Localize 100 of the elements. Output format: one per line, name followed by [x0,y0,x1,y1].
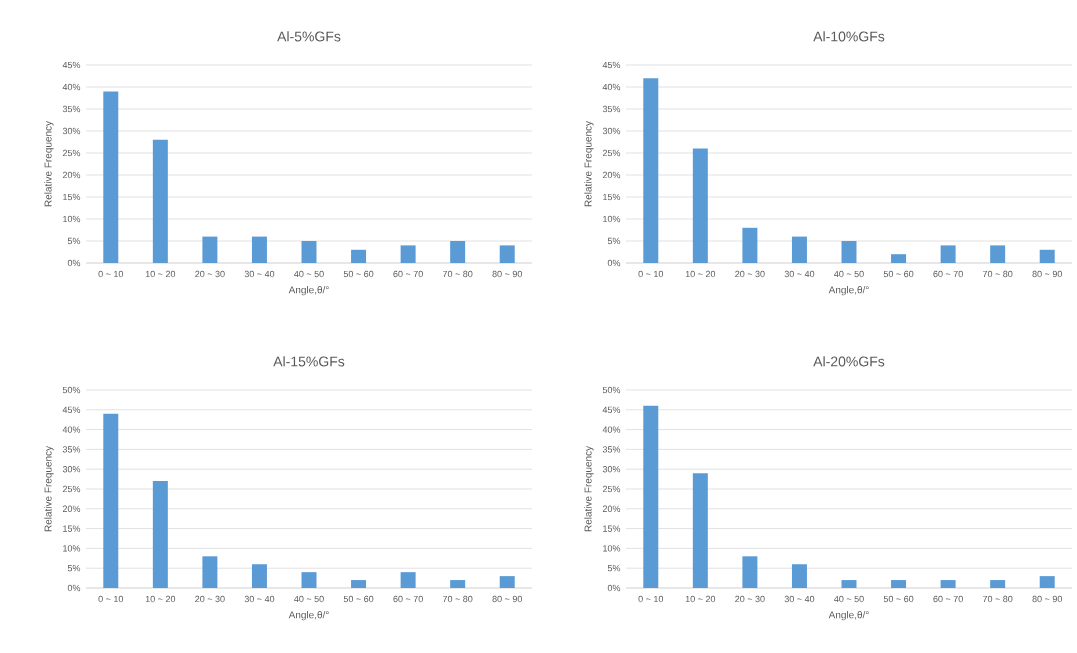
bar [351,249,367,263]
x-tick-label: 50 ~ 60 [343,270,374,278]
y-tick-label: 45% [62,406,81,413]
x-tick-label: 50 ~ 60 [883,270,914,278]
bar [301,572,317,588]
y-axis-title: Relative Frequency [44,445,54,532]
x-tick-label: 60 ~ 70 [393,270,423,278]
y-tick-label: 40% [62,83,81,91]
y-tick-label: 10% [63,545,81,552]
y-tick-label: 30% [602,466,621,473]
y-tick-label: 40% [62,426,81,433]
x-tick-label: 20 ~ 30 [735,270,765,278]
x-tick-label: 70 ~ 80 [442,270,473,278]
y-tick-label: 0% [67,584,81,592]
bar [301,240,317,263]
y-tick-label: 15% [603,525,621,532]
x-axis-title: Angle,θ/° [828,611,869,621]
y-tick-label: 30% [602,127,621,135]
bar [1039,576,1055,588]
y-tick-label: 35% [62,105,81,113]
y-tick-label: 30% [62,466,81,473]
bar [791,564,807,588]
x-tick-label: 10 ~ 20 [145,270,176,278]
bar [103,413,119,588]
bar [351,580,367,588]
y-tick-label: 5% [67,237,81,245]
x-tick-label: 10 ~ 20 [685,270,716,278]
chart-title: Al-15%GFs [273,356,345,367]
y-tick-label: 45% [62,61,81,69]
x-tick-label: 60 ~ 70 [933,595,963,603]
bar [251,564,267,588]
y-tick-label: 25% [62,485,81,493]
x-tick-label: 80 ~ 90 [492,270,522,278]
y-tick-label: 20% [602,505,621,512]
y-tick-label: 20% [602,171,621,179]
bar [251,236,267,263]
y-tick-label: 35% [602,446,621,453]
x-axis-title: Angle,θ/° [288,611,329,621]
y-tick-label: 25% [602,485,621,493]
y-tick-label: 45% [602,406,621,413]
x-tick-label: 20 ~ 30 [735,595,765,603]
bar [400,572,416,588]
x-tick-label: 20 ~ 30 [195,270,225,278]
x-tick-label: 0 ~ 10 [98,270,124,278]
y-tick-label: 15% [63,193,81,201]
y-tick-label: 5% [607,565,621,572]
y-tick-label: 0% [607,259,621,267]
chart-title: Al-5%GFs [277,31,341,42]
bar [891,580,907,588]
chart-title: Al-20%GFs [813,356,885,367]
y-tick-label: 10% [603,215,621,223]
x-tick-label: 30 ~ 40 [244,270,275,278]
y-tick-label: 35% [602,105,621,113]
bar [643,78,659,263]
x-axis-title: Angle,θ/° [828,286,869,296]
y-tick-label: 35% [62,446,81,453]
x-tick-label: 70 ~ 80 [982,595,1013,603]
y-tick-label: 25% [602,149,621,157]
x-tick-label: 80 ~ 90 [1032,595,1062,603]
y-tick-label: 5% [607,237,621,245]
x-tick-label: 10 ~ 20 [685,595,716,603]
bar [742,227,758,263]
bar [940,245,956,263]
x-tick-label: 10 ~ 20 [145,595,176,603]
y-tick-label: 50% [602,386,621,394]
y-tick-label: 10% [63,215,81,223]
x-tick-label: 50 ~ 60 [883,595,914,603]
y-tick-label: 0% [607,584,621,592]
bar [103,91,119,263]
bar [841,580,857,588]
y-tick-label: 25% [62,149,81,157]
y-axis-title: Relative Frequency [44,120,54,207]
x-tick-label: 20 ~ 30 [195,595,225,603]
x-tick-label: 40 ~ 50 [294,595,324,603]
x-tick-label: 80 ~ 90 [1032,270,1062,278]
x-tick-label: 30 ~ 40 [784,595,815,603]
bar [990,580,1006,588]
x-tick-label: 40 ~ 50 [834,595,864,603]
x-axis-title: Angle,θ/° [288,286,329,296]
bar [499,245,515,263]
x-tick-label: 0 ~ 10 [98,595,124,603]
x-tick-label: 40 ~ 50 [834,270,864,278]
bar [891,254,907,263]
y-axis-title: Relative Frequency [584,445,594,532]
x-tick-label: 0 ~ 10 [638,270,664,278]
bar [202,236,218,263]
x-tick-label: 80 ~ 90 [492,595,522,603]
x-tick-label: 0 ~ 10 [638,595,664,603]
y-tick-label: 5% [67,565,81,572]
bar [400,245,416,263]
y-tick-label: 20% [62,505,81,512]
y-tick-label: 40% [602,83,621,91]
bar [152,139,168,263]
x-tick-label: 70 ~ 80 [982,270,1013,278]
x-tick-label: 60 ~ 70 [393,595,423,603]
bar [990,245,1006,263]
bar [643,405,659,588]
x-tick-label: 30 ~ 40 [784,270,815,278]
bar [450,240,466,263]
bar [450,580,466,588]
